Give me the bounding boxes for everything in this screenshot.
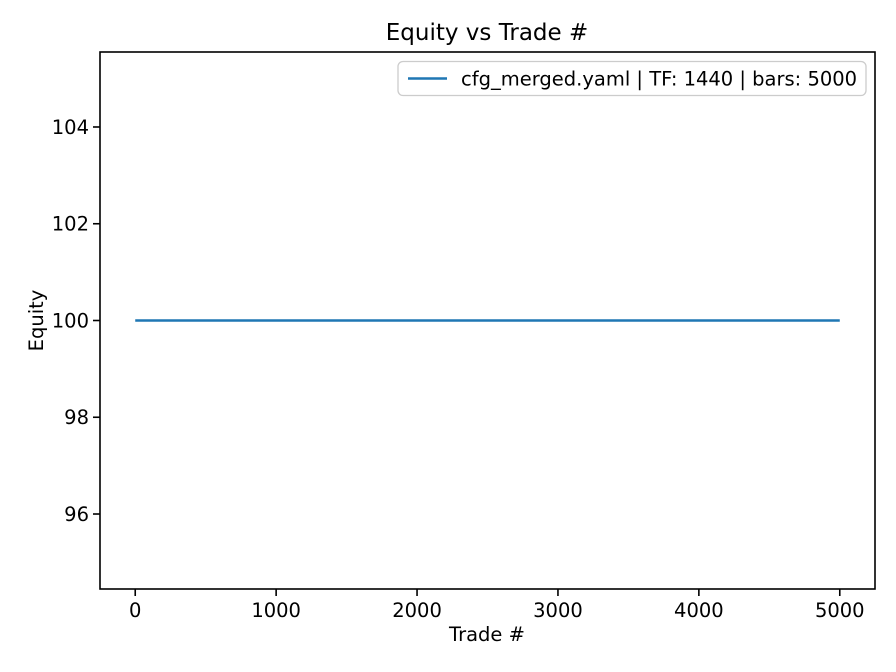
y-tick-label: 96 — [64, 503, 89, 526]
x-tick-label: 2000 — [392, 599, 442, 622]
y-tick-label: 100 — [52, 309, 89, 332]
x-tick-label: 1000 — [251, 599, 301, 622]
chart-title: Equity vs Trade # — [386, 20, 589, 46]
y-tick-label: 104 — [52, 116, 89, 139]
plot-dynamic-layer: 0 1000 2000 3000 4000 5000 96 98 100 102 104 — [52, 116, 865, 622]
legend-entry-label: cfg_merged.yaml | TF: 1440 | bars: 5000 — [461, 68, 857, 91]
x-tick-label: 4000 — [674, 599, 724, 622]
x-tick-label: 0 — [129, 599, 141, 622]
legend: cfg_merged.yaml | TF: 1440 | bars: 5000 — [397, 60, 867, 97]
legend-box — [397, 60, 867, 97]
y-axis-label: Equity — [25, 290, 48, 352]
y-tick-label: 102 — [52, 213, 89, 236]
x-tick-label: 3000 — [533, 599, 583, 622]
plot-area — [99, 51, 876, 590]
x-tick-label: 5000 — [815, 599, 865, 622]
x-axis-label: Trade # — [448, 623, 525, 646]
y-tick-label: 98 — [64, 406, 89, 429]
